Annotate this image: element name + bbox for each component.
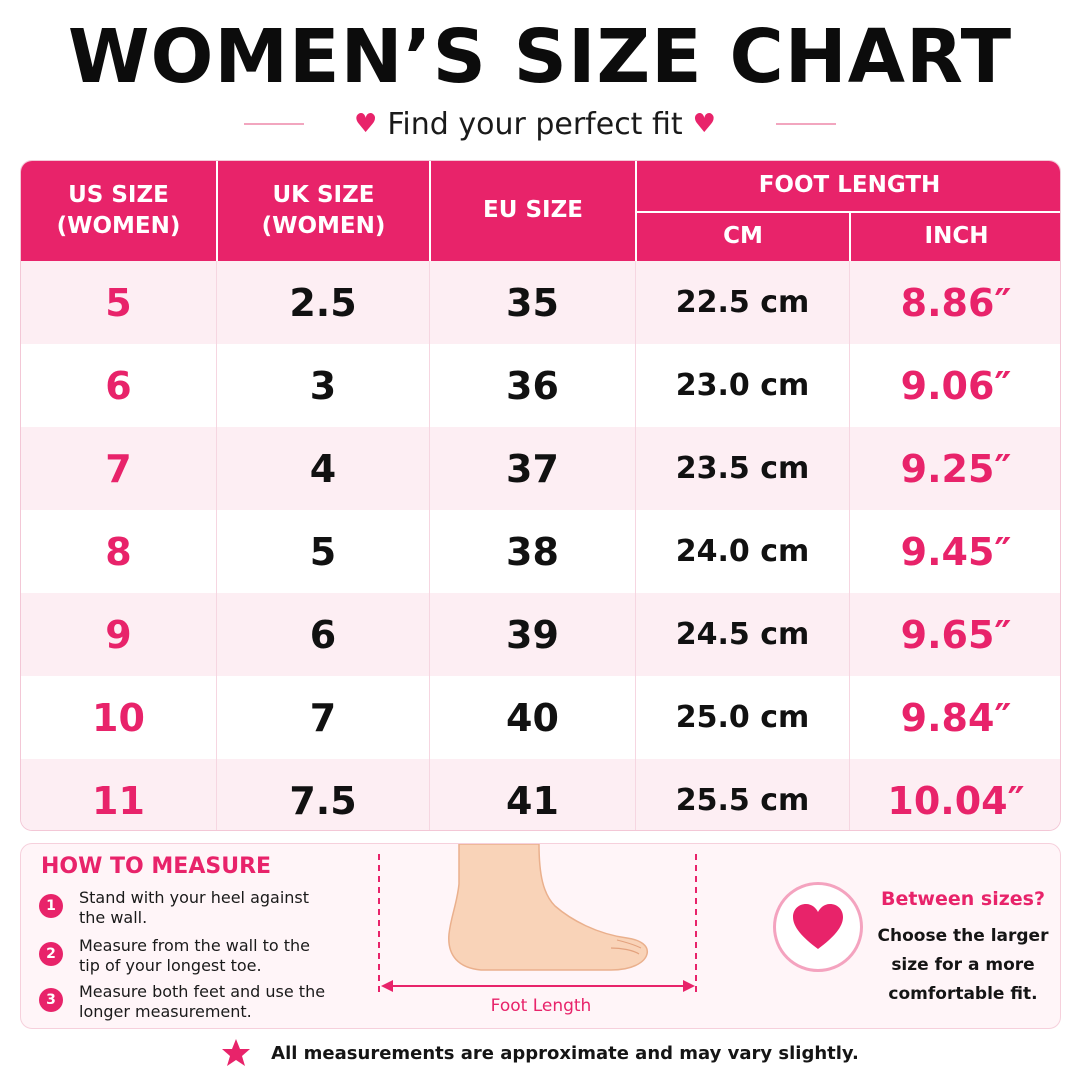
uk-size-cell: 2.5 bbox=[216, 261, 429, 344]
table-body: 5 2.5 35 22.5 cm 8.86″ 6 3 36 23.0 cm 9.… bbox=[21, 261, 1060, 830]
heart-badge bbox=[773, 882, 863, 972]
between-sizes-text: Choose the larger size for a more comfor… bbox=[877, 926, 1049, 1004]
us-size-cell: 9 bbox=[105, 612, 132, 657]
header-eu-size: EU SIZE bbox=[429, 161, 635, 261]
eu-size-cell: 41 bbox=[429, 759, 635, 830]
uk-size-cell: 6 bbox=[216, 593, 429, 676]
inch-cell: 9.45″ bbox=[849, 510, 1060, 593]
uk-size-cell: 7.5 bbox=[216, 759, 429, 830]
cm-cell: 25.0 cm bbox=[635, 676, 849, 759]
cm-cell: 24.0 cm bbox=[635, 510, 849, 593]
disclaimer-text: All measurements are approximate and may… bbox=[271, 1042, 859, 1064]
us-size-cell: 7 bbox=[105, 446, 132, 491]
eu-size-cell: 38 bbox=[429, 510, 635, 593]
inch-cell: 8.86″ bbox=[849, 261, 1060, 344]
header-cm: CM bbox=[635, 213, 849, 261]
us-size-cell: 8 bbox=[105, 529, 132, 574]
header-inch: INCH bbox=[849, 213, 1060, 261]
foot-icon bbox=[378, 843, 697, 996]
step-number-badge: 3 bbox=[39, 988, 63, 1012]
subtitle-row: ♥ Find your perfect fit ♥ bbox=[0, 104, 1080, 144]
table-row: 8 5 38 24.0 cm 9.45″ bbox=[21, 510, 1060, 593]
divider-line bbox=[775, 123, 836, 125]
table-row: 7 4 37 23.5 cm 9.25″ bbox=[21, 427, 1060, 510]
us-size-cell: 5 bbox=[105, 280, 132, 325]
table-row: 5 2.5 35 22.5 cm 8.86″ bbox=[21, 261, 1060, 344]
inch-cell: 10.04″ bbox=[849, 759, 1060, 830]
step-number-badge: 1 bbox=[39, 894, 63, 918]
star-icon bbox=[222, 1039, 251, 1066]
table-row: 9 6 39 24.5 cm 9.65″ bbox=[21, 593, 1060, 676]
us-size-cell: 6 bbox=[105, 363, 132, 408]
size-table: US SIZE (WOMEN) UK SIZE (WOMEN) EU SIZE … bbox=[20, 160, 1061, 831]
inch-cell: 9.25″ bbox=[849, 427, 1060, 510]
table-row: 6 3 36 23.0 cm 9.06″ bbox=[21, 344, 1060, 427]
us-size-cell: 10 bbox=[92, 695, 145, 740]
eu-size-cell: 37 bbox=[429, 427, 635, 510]
measure-panel: HOW TO MEASURE 1 Stand with your heel ag… bbox=[20, 843, 1061, 1029]
inch-cell: 9.84″ bbox=[849, 676, 1060, 759]
measure-step: 1 Stand with your heel against the wall. bbox=[39, 888, 329, 928]
table-row: 11 7.5 41 25.5 cm 10.04″ bbox=[21, 759, 1060, 830]
uk-size-cell: 4 bbox=[216, 427, 429, 510]
between-sizes-title: Between sizes? bbox=[880, 888, 1045, 910]
inch-cell: 9.06″ bbox=[849, 344, 1060, 427]
footer-note: All measurements are approximate and may… bbox=[0, 1030, 1080, 1076]
measure-step: 3 Measure both feet and use the longer m… bbox=[39, 982, 329, 1022]
table-header: US SIZE (WOMEN) UK SIZE (WOMEN) EU SIZE … bbox=[21, 161, 1060, 261]
step-text: Measure from the wall to the tip of your… bbox=[79, 936, 311, 975]
uk-size-cell: 3 bbox=[216, 344, 429, 427]
foot-length-label: Foot Length bbox=[490, 996, 592, 1016]
step-text: Stand with your heel against the wall. bbox=[79, 888, 310, 927]
uk-size-cell: 5 bbox=[216, 510, 429, 593]
measure-step: 2 Measure from the wall to the tip of yo… bbox=[39, 936, 329, 976]
eu-size-cell: 36 bbox=[429, 344, 635, 427]
heart-icon: ♥ bbox=[354, 109, 378, 139]
table-row: 10 7 40 25.0 cm 9.84″ bbox=[21, 676, 1060, 759]
header-us-size: US SIZE (WOMEN) bbox=[56, 181, 181, 239]
page-title: WOMEN’S SIZE CHART bbox=[67, 14, 1013, 100]
how-to-measure-title: HOW TO MEASURE bbox=[41, 854, 272, 879]
eu-size-cell: 40 bbox=[429, 676, 635, 759]
divider-line bbox=[244, 123, 305, 125]
eu-size-cell: 35 bbox=[429, 261, 635, 344]
cm-cell: 22.5 cm bbox=[635, 261, 849, 344]
cm-cell: 23.0 cm bbox=[635, 344, 849, 427]
eu-size-cell: 39 bbox=[429, 593, 635, 676]
header-foot-length: FOOT LENGTH bbox=[635, 161, 1060, 213]
subtitle: Find your perfect fit bbox=[387, 106, 683, 142]
inch-cell: 9.65″ bbox=[849, 593, 1060, 676]
foot-illustration: Foot Length bbox=[371, 843, 711, 1030]
cm-cell: 24.5 cm bbox=[635, 593, 849, 676]
cm-cell: 25.5 cm bbox=[635, 759, 849, 830]
us-size-cell: 11 bbox=[92, 778, 145, 823]
cm-cell: 23.5 cm bbox=[635, 427, 849, 510]
step-text: Measure both feet and use the longer mea… bbox=[79, 982, 326, 1021]
heart-icon bbox=[793, 904, 843, 949]
step-number-badge: 2 bbox=[39, 942, 63, 966]
header-uk-size: UK SIZE (WOMEN) bbox=[216, 161, 429, 261]
uk-size-cell: 7 bbox=[216, 676, 429, 759]
heart-icon: ♥ bbox=[692, 109, 716, 139]
